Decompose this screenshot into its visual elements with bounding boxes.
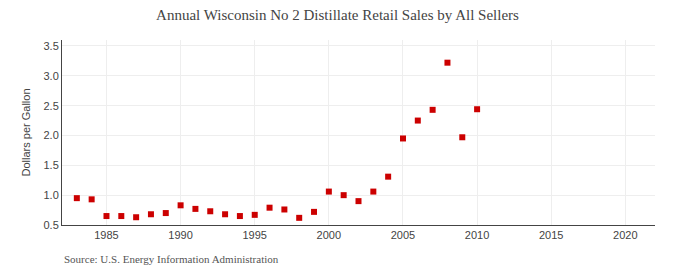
svg-text:Dollars per Gallon: Dollars per Gallon [20, 88, 32, 176]
svg-text:2000: 2000 [317, 229, 341, 241]
svg-text:3.5: 3.5 [44, 40, 59, 52]
svg-text:1990: 1990 [168, 229, 192, 241]
svg-text:2.0: 2.0 [44, 129, 59, 141]
svg-text:2005: 2005 [391, 229, 415, 241]
svg-text:2015: 2015 [539, 229, 563, 241]
svg-text:2020: 2020 [613, 229, 637, 241]
svg-text:Annual Wisconsin No 2 Distilla: Annual Wisconsin No 2 Distillate Retail … [156, 7, 519, 23]
svg-text:1.0: 1.0 [44, 189, 59, 201]
svg-text:1.5: 1.5 [44, 159, 59, 171]
svg-text:1995: 1995 [242, 229, 266, 241]
svg-text:Source: U.S. Energy Informatio: Source: U.S. Energy Information Administ… [64, 253, 279, 265]
svg-text:2.5: 2.5 [44, 100, 59, 112]
svg-text:0.5: 0.5 [44, 219, 59, 231]
svg-text:3.0: 3.0 [44, 70, 59, 82]
svg-text:1985: 1985 [94, 229, 118, 241]
svg-text:2010: 2010 [465, 229, 489, 241]
